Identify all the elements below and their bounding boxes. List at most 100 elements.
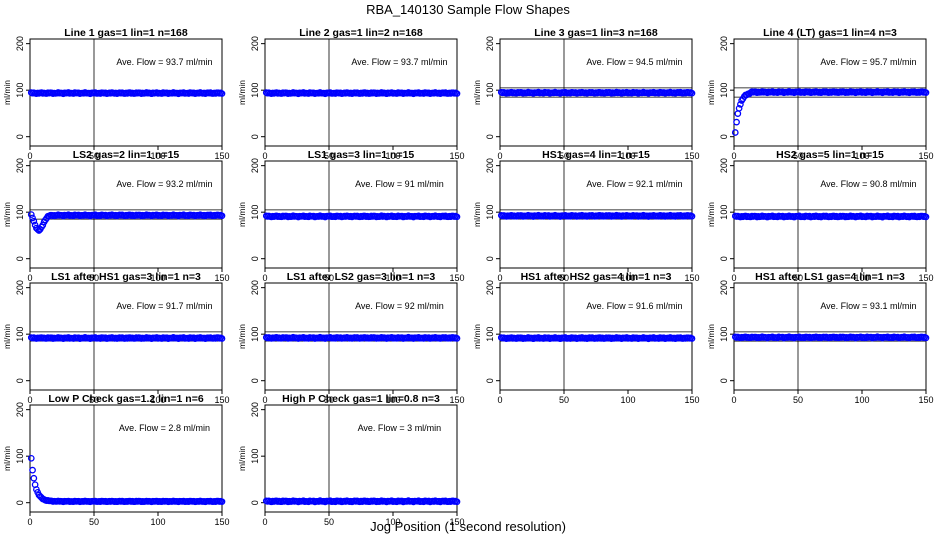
y-tick-label: 0 (719, 378, 729, 383)
ave-flow-annotation: Ave. Flow = 95.7 ml/min (820, 57, 916, 67)
data-point (922, 334, 930, 342)
x-tick-label: 150 (214, 151, 229, 161)
y-tick-label: 200 (719, 36, 729, 51)
y-axis-label: ml/min (237, 202, 247, 227)
y-axis-label: ml/min (237, 324, 247, 349)
y-tick-label: 0 (250, 378, 260, 383)
ave-flow-annotation: Ave. Flow = 92.1 ml/min (586, 179, 682, 189)
ave-flow-annotation: Ave. Flow = 90.8 ml/min (820, 179, 916, 189)
data-point (688, 212, 696, 220)
x-tick-label: 50 (559, 395, 569, 405)
x-tick-label: 100 (854, 151, 869, 161)
panels-grid: Line 1 gas=1 lin=1 n=168 0 50 100 150 0 100 200… (2, 27, 934, 527)
panel: LS1 after HS1 gas=3 lin=1 n=3 0 50 100 150 0 1… (2, 271, 230, 405)
panel-title: HS1 after LS1 gas=4 lin=1 n=3 (755, 271, 905, 283)
y-tick-label: 100 (15, 83, 25, 98)
y-tick-label: 0 (250, 134, 260, 139)
data-point (735, 104, 743, 112)
x-tick-label: 150 (684, 151, 699, 161)
panel: LS1 after LS2 gas=3 lin=1 n=3 0 50 100 150 0 1… (237, 271, 465, 405)
x-tick-label: 0 (262, 273, 267, 283)
x-tick-label: 50 (89, 151, 99, 161)
panel: Line 2 gas=1 lin=2 n=168 0 50 100 150 0 100 200… (237, 27, 465, 161)
data-point (453, 334, 461, 342)
data-point (29, 214, 36, 222)
plot-frame (29, 404, 223, 513)
y-tick-label: 200 (485, 36, 495, 51)
y-axis-label: ml/min (2, 446, 12, 471)
panel-title: HS1 gas=4 lin=1 n=15 (542, 149, 650, 161)
panel: Line 1 gas=1 lin=1 n=168 0 50 100 150 0 100 200… (2, 27, 230, 161)
x-tick-label: 150 (918, 273, 933, 283)
x-tick-label: 100 (620, 273, 635, 283)
y-tick-label: 100 (485, 327, 495, 342)
y-tick-label: 100 (15, 449, 25, 464)
panel-title: High P Check gas=1 lin=0.8 n=3 (282, 393, 440, 405)
y-tick-label: 0 (719, 134, 729, 139)
x-tick-label: 100 (620, 151, 635, 161)
figure-x-axis-label: Jog Position (1 second resolution) (370, 519, 566, 534)
y-axis-label: ml/min (2, 202, 12, 227)
x-tick-label: 100 (385, 395, 400, 405)
y-tick-label: 200 (250, 158, 260, 173)
y-tick-label: 200 (15, 402, 25, 417)
y-axis-label: ml/min (2, 80, 12, 105)
x-tick-label: 150 (918, 395, 933, 405)
panel: HS1 after HS2 gas=4 lin=1 n=3 0 50 100 150 0 1… (472, 271, 700, 405)
y-tick-label: 0 (250, 500, 260, 505)
x-tick-label: 150 (684, 395, 699, 405)
x-tick-label: 50 (324, 151, 334, 161)
panel: Low P Check gas=1.2 lin=1 n=6 0 50 100 150 0 1… (2, 393, 230, 527)
y-axis-label: ml/min (706, 202, 716, 227)
panel: HS2 gas=5 lin=1 n=15 0 50 100 150 0 100 200 ml/m… (706, 149, 934, 283)
panel-title: Line 2 gas=1 lin=2 n=168 (299, 27, 423, 39)
x-tick-label: 100 (854, 273, 869, 283)
data-point (453, 90, 461, 97)
data-point (737, 101, 744, 108)
panel-title: Line 4 (LT) gas=1 lin=4 n=3 (763, 27, 897, 39)
data-point (922, 89, 930, 96)
y-tick-label: 100 (719, 205, 729, 220)
y-axis-label: ml/min (706, 80, 716, 105)
y-tick-label: 200 (250, 36, 260, 51)
x-tick-label: 0 (262, 395, 267, 405)
y-tick-label: 0 (485, 378, 495, 383)
y-tick-label: 200 (15, 36, 25, 51)
x-tick-label: 0 (497, 395, 502, 405)
x-tick-label: 150 (214, 395, 229, 405)
ave-flow-annotation: Ave. Flow = 93.7 ml/min (116, 57, 212, 67)
ave-flow-annotation: Ave. Flow = 3 ml/min (358, 423, 442, 433)
x-tick-label: 0 (262, 517, 267, 527)
y-axis-label: ml/min (706, 324, 716, 349)
ave-flow-annotation: Ave. Flow = 2.8 ml/min (119, 423, 210, 433)
panel: Line 4 (LT) gas=1 lin=4 n=3 0 50 100 150 0 100… (706, 27, 934, 161)
y-tick-label: 200 (485, 158, 495, 173)
data-point (27, 454, 35, 462)
ave-flow-annotation: Ave. Flow = 92 ml/min (355, 301, 444, 311)
y-tick-label: 0 (15, 378, 25, 383)
x-tick-label: 0 (731, 395, 736, 405)
ave-flow-annotation: Ave. Flow = 91.7 ml/min (116, 301, 212, 311)
y-tick-label: 100 (719, 327, 729, 342)
panel-title: Low P Check gas=1.2 lin=1 n=6 (48, 393, 203, 405)
x-tick-label: 0 (27, 273, 32, 283)
x-tick-label: 150 (449, 273, 464, 283)
x-tick-label: 50 (89, 273, 99, 283)
panel: LS2 gas=2 lin=1 n=15 0 50 100 150 0 100 200 ml/m… (2, 149, 230, 283)
x-tick-label: 50 (89, 517, 99, 527)
data-point (27, 211, 35, 218)
y-tick-label: 200 (250, 402, 260, 417)
panel-title: LS1 after HS1 gas=3 lin=1 n=3 (51, 271, 201, 283)
y-axis-label: ml/min (472, 80, 482, 105)
y-tick-label: 100 (250, 205, 260, 220)
y-tick-label: 100 (250, 449, 260, 464)
figure-title: RBA_140130 Sample Flow Shapes (366, 2, 570, 17)
x-tick-label: 0 (731, 273, 736, 283)
panel: High P Check gas=1 lin=0.8 n=3 0 50 100 150 0… (237, 393, 465, 527)
x-tick-label: 100 (150, 395, 165, 405)
panel: HS1 gas=4 lin=1 n=15 0 50 100 150 0 100 200 ml/m… (472, 149, 700, 283)
y-tick-label: 200 (719, 280, 729, 295)
y-tick-label: 200 (719, 158, 729, 173)
y-tick-label: 200 (250, 280, 260, 295)
x-tick-label: 50 (793, 273, 803, 283)
